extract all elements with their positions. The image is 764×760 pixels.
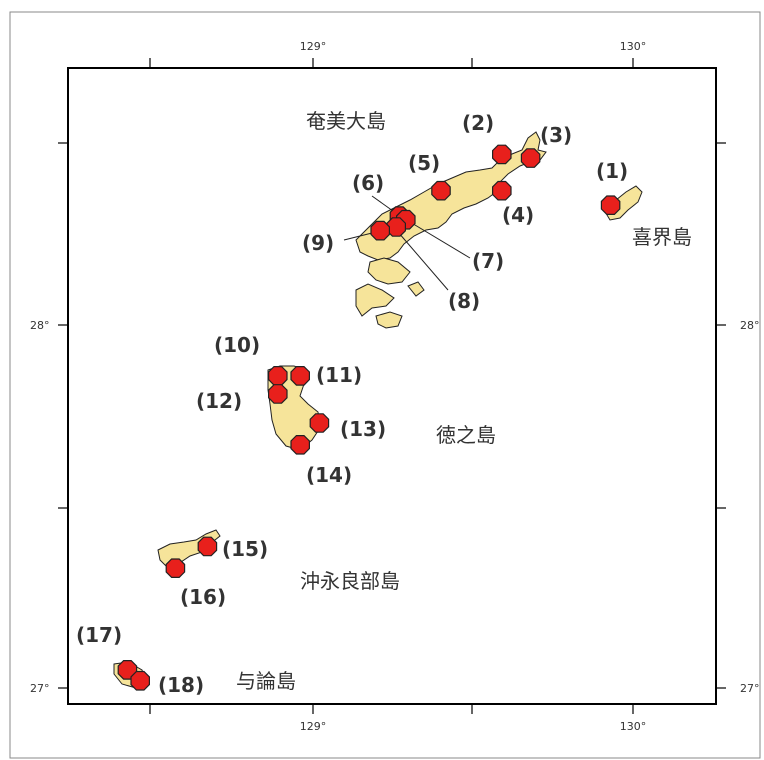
site-marker-2: [492, 144, 512, 165]
lat-tick-28-left: 28°: [30, 319, 50, 332]
site-markers: [117, 144, 621, 691]
island-name-tokuno: 徳之島: [436, 423, 496, 447]
site-marker-4: [492, 180, 512, 201]
amami-south-islet-4: [407, 281, 425, 297]
site-label-3: (3): [540, 123, 572, 147]
site-marker-13: [309, 413, 330, 433]
site-label-9: (9): [302, 231, 334, 255]
site-label-13: (13): [340, 417, 386, 441]
island-name-yoron: 与論島: [236, 669, 296, 693]
site-marker-11: [290, 366, 310, 386]
lat-tick-27-left: 27°: [30, 682, 50, 695]
leader-line-8: [397, 231, 449, 291]
site-label-8: (8): [448, 289, 480, 313]
tick-marks: [58, 58, 726, 714]
site-marker-14: [290, 435, 310, 455]
amami-south-islet-1: [367, 257, 411, 285]
site-label-16: (16): [180, 585, 226, 609]
site-marker-8: [386, 217, 406, 237]
site-marker-3: [520, 148, 541, 168]
lon-tick-129-bottom: 129°: [300, 720, 327, 733]
site-label-10: (10): [214, 333, 260, 357]
site-label-7: (7): [472, 249, 504, 273]
amami-south-islet-2: [355, 283, 395, 317]
site-label-2: (2): [462, 111, 494, 135]
site-marker-15: [197, 536, 218, 557]
map-frame: [67, 67, 717, 705]
site-label-14: (14): [306, 463, 352, 487]
site-marker-18: [130, 670, 150, 691]
lat-tick-27-right: 27°: [740, 682, 760, 695]
site-label-18: (18): [158, 673, 204, 697]
island-name-amami: 奄美大島: [306, 109, 386, 133]
site-label-6: (6): [352, 171, 384, 195]
island-name-kikai: 喜界島: [632, 225, 692, 249]
lon-tick-129-top: 129°: [300, 40, 327, 53]
site-label-15: (15): [222, 537, 268, 561]
site-label-4: (4): [502, 203, 534, 227]
lon-tick-130-top: 130°: [620, 40, 647, 53]
site-label-1: (1): [596, 159, 628, 183]
lon-tick-130-bottom: 130°: [620, 720, 647, 733]
site-marker-9: [370, 220, 390, 241]
site-label-17: (17): [76, 623, 122, 647]
amami-south-islet-3: [375, 311, 403, 329]
site-label-11: (11): [316, 363, 362, 387]
site-label-12: (12): [196, 389, 242, 413]
site-marker-10: [268, 366, 288, 386]
island-name-okinoerabu: 沖永良部島: [300, 569, 400, 593]
site-labels: (1) (2) (3) (4) (5) (6) (7) (8) (9) (10)…: [76, 111, 628, 697]
outer-border: [9, 11, 761, 759]
site-marker-16: [165, 558, 186, 579]
site-marker-12: [268, 384, 288, 404]
site-label-5: (5): [408, 151, 440, 175]
site-marker-1: [600, 195, 621, 215]
site-marker-17: [117, 659, 138, 680]
lat-tick-28-right: 28°: [740, 319, 760, 332]
site-marker-5: [431, 180, 451, 201]
